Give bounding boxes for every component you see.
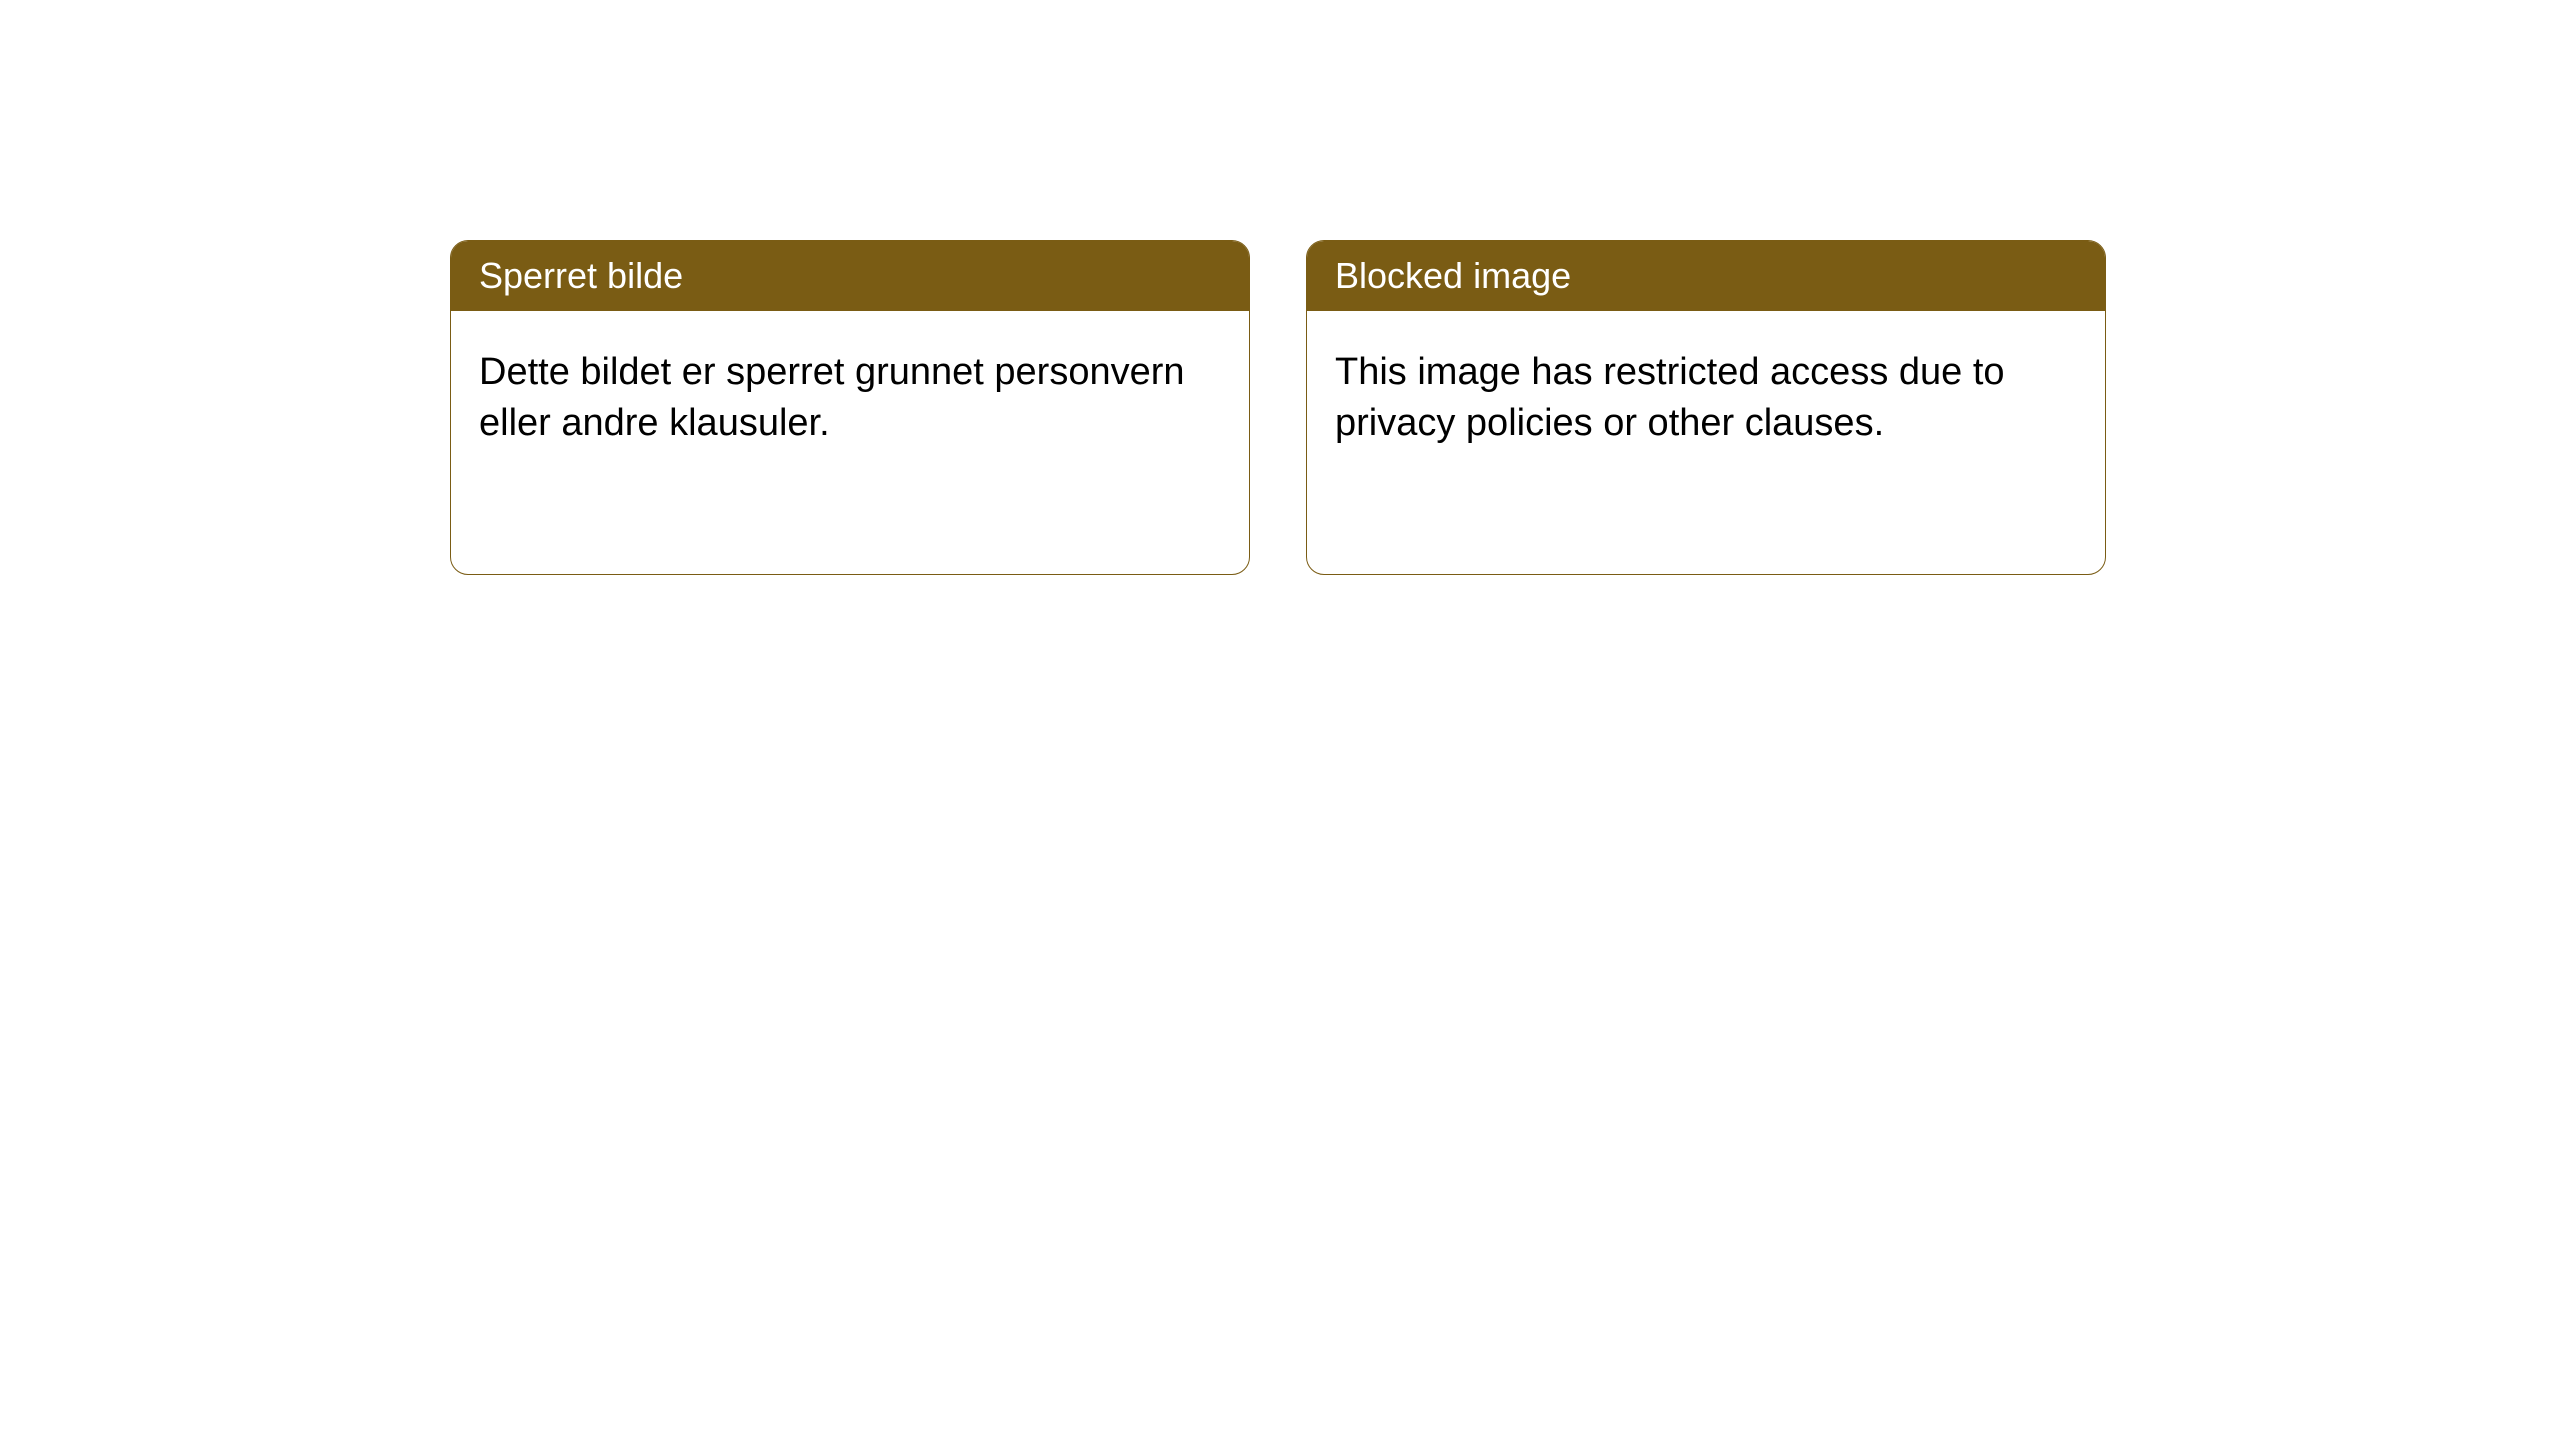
- notice-body: Dette bildet er sperret grunnet personve…: [451, 311, 1249, 486]
- notice-header: Blocked image: [1307, 241, 2105, 311]
- notice-card-norwegian: Sperret bilde Dette bildet er sperret gr…: [450, 240, 1250, 575]
- notices-container: Sperret bilde Dette bildet er sperret gr…: [450, 240, 2560, 575]
- notice-card-english: Blocked image This image has restricted …: [1306, 240, 2106, 575]
- notice-body: This image has restricted access due to …: [1307, 311, 2105, 486]
- notice-header: Sperret bilde: [451, 241, 1249, 311]
